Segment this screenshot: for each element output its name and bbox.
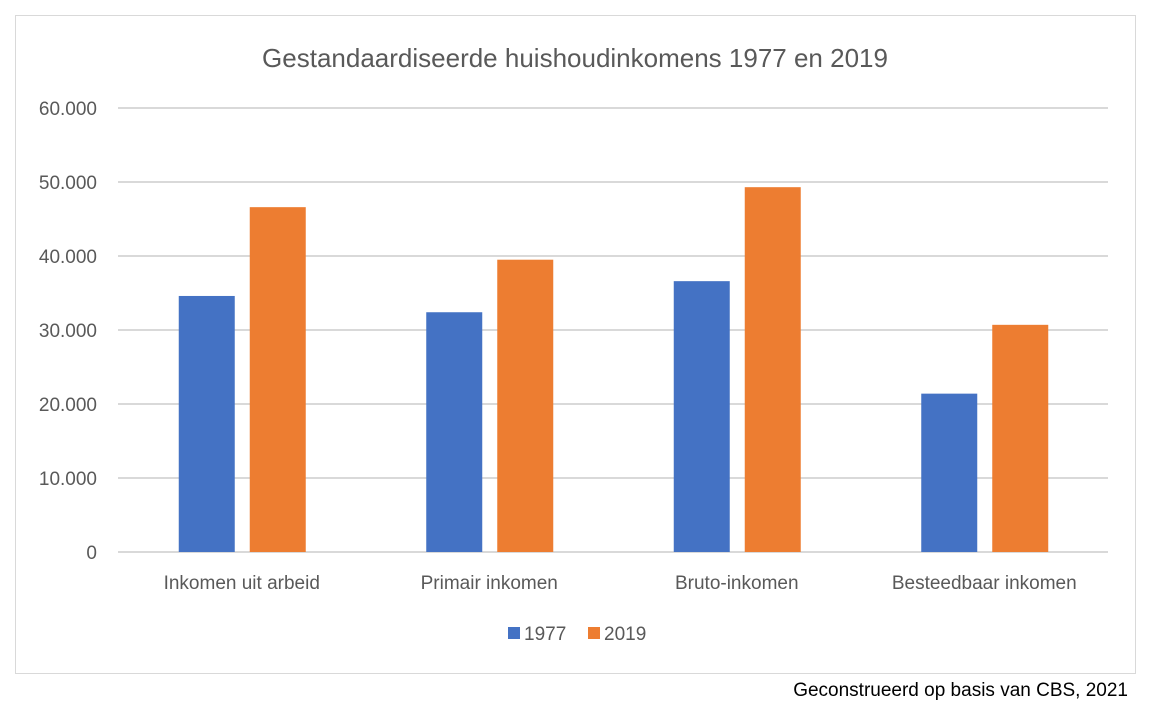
y-tick-label: 50.000	[39, 173, 97, 194]
x-tick-label: Primair inkomen	[421, 573, 558, 594]
chart-title: Gestandaardiseerde huishoudinkomens 1977…	[262, 43, 888, 73]
y-tick-label: 60.000	[39, 99, 97, 120]
x-tick-label: Besteedbaar inkomen	[892, 573, 1077, 594]
y-tick-label: 0	[86, 543, 97, 564]
source-note: Geconstrueerd op basis van CBS, 2021	[793, 680, 1128, 701]
legend-label: 2019	[604, 624, 646, 645]
bar-1977-1	[426, 312, 483, 552]
bar-2019-0	[249, 207, 306, 552]
x-tick-label: Bruto-inkomen	[675, 573, 799, 594]
legend-swatch-1977	[508, 627, 520, 639]
bar-2019-2	[744, 187, 801, 552]
bar-1977-2	[673, 281, 730, 552]
x-tick-label: Inkomen uit arbeid	[164, 573, 320, 594]
bar-2019-3	[992, 324, 1049, 552]
bar-1977-0	[178, 295, 235, 552]
y-tick-label: 40.000	[39, 247, 97, 268]
legend-label: 1977	[524, 624, 566, 645]
legend-swatch-2019	[588, 627, 600, 639]
chart-frame	[15, 15, 1136, 674]
y-tick-label: 30.000	[39, 321, 97, 342]
bar-1977-3	[921, 393, 978, 552]
y-tick-label: 10.000	[39, 469, 97, 490]
y-tick-label: 20.000	[39, 395, 97, 416]
bar-2019-1	[497, 259, 554, 552]
